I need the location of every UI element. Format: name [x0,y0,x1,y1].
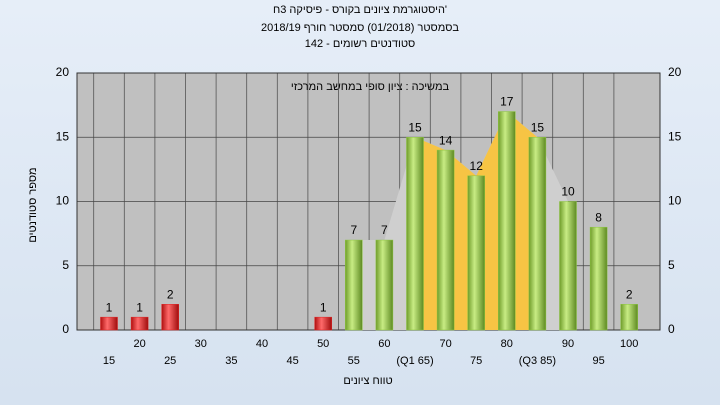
bar [498,111,516,331]
y2-tick-label: 5 [668,258,675,272]
x-tick-label: 45 [286,355,298,367]
x-tick-label: (Q1 65) [396,355,433,367]
bar [161,304,179,331]
y2-tick-label: 0 [668,322,675,336]
bar [620,304,638,331]
bar [559,201,577,331]
x-tick-label: 55 [348,355,360,367]
bar [345,239,363,331]
y2-tick-label: 10 [668,194,682,208]
value-label: 7 [381,223,388,237]
bar [528,137,547,331]
bar [314,316,332,331]
value-label: 17 [500,95,514,109]
y-axis-label: מספר סטודנטים [27,167,39,242]
title-line: סטודנטים רשומים - 142 [305,38,416,50]
x-tick-label: 60 [378,338,390,350]
bar [467,175,485,331]
bar [130,316,149,331]
x-tick-label: 100 [620,338,638,350]
x-tick-label: 40 [256,338,268,350]
value-label: 8 [595,210,602,224]
x-tick-label: 20 [133,338,145,350]
title-line: בסמסטר (01/2018) סמסטר חורף 2018/19 [261,22,459,34]
value-label: 15 [531,120,545,134]
subtitle: במשיכה : ציון סופי במחשב המרכזי [291,81,450,93]
x-tick-label: 25 [164,355,176,367]
x-tick-label: 90 [562,338,574,350]
y2-tick-label: 20 [668,65,682,79]
value-label: 1 [320,300,327,314]
x-tick-label: 95 [592,355,604,367]
bar [436,149,455,331]
value-label: 2 [167,287,174,301]
x-tick-label: 35 [225,355,237,367]
value-label: 15 [408,120,422,134]
x-tick-label: 50 [317,338,329,350]
value-label: 1 [136,300,143,314]
x-tick-label: 30 [195,338,207,350]
y-tick-label: 20 [56,65,70,79]
bar [406,137,424,331]
value-label: 14 [439,133,453,147]
y-tick-label: 15 [56,129,70,143]
value-label: 2 [626,287,633,301]
y-tick-label: 10 [56,194,70,208]
x-tick-label: 70 [439,338,451,350]
y-tick-label: 5 [62,258,69,272]
value-label: 7 [350,223,357,237]
x-tick-label: 75 [470,355,482,367]
y-tick-label: 0 [62,322,69,336]
x-tick-label: 80 [501,338,513,350]
value-label: 10 [561,185,575,199]
bar [100,316,118,331]
y2-tick-label: 15 [668,129,682,143]
value-label: 1 [106,300,113,314]
title-line: היסטוגרמת ציונים בקורס - פיסיקה 3ח' [273,4,447,16]
x-tick-label: 15 [103,355,115,367]
bar [375,239,394,331]
x-axis-label: טווח ציונים [343,375,392,387]
value-label: 12 [470,159,484,173]
x-tick-label: (Q3 85) [519,355,556,367]
bar [589,226,608,331]
